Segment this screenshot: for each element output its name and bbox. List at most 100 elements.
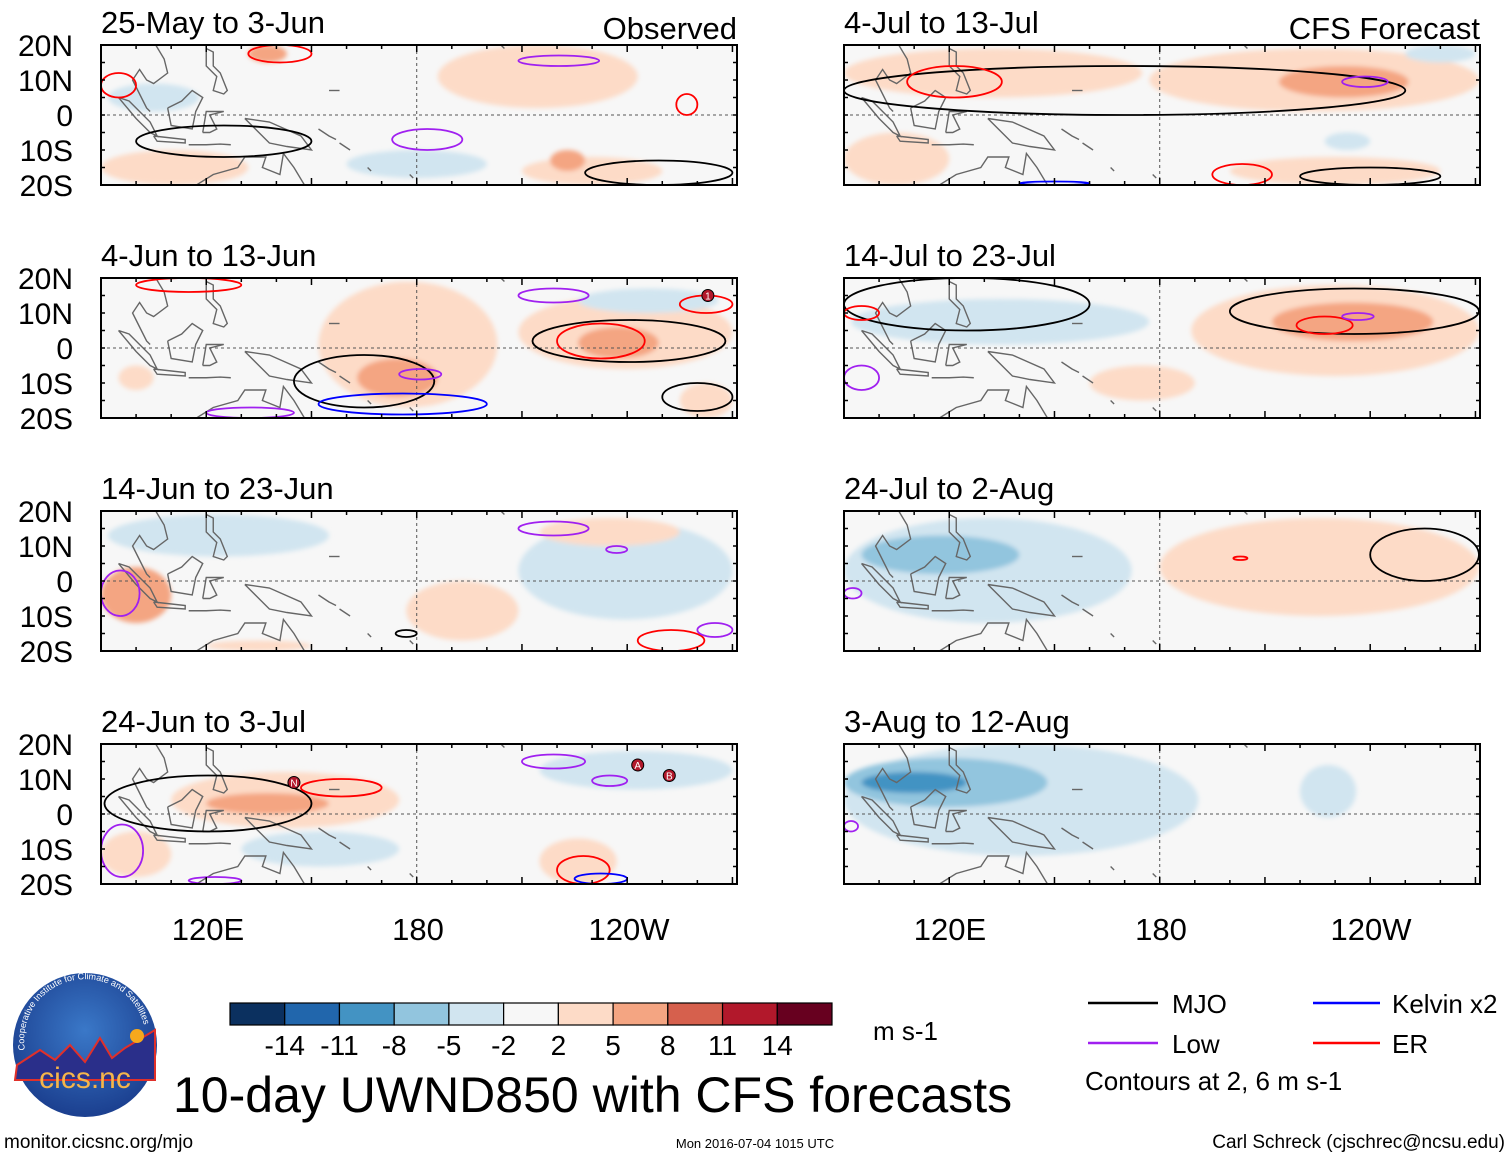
coastline bbox=[339, 375, 351, 384]
lon-label: 120E bbox=[914, 912, 986, 947]
mjo-contour bbox=[135, 124, 313, 158]
coastline bbox=[339, 841, 351, 850]
coastline bbox=[318, 594, 337, 607]
coastline bbox=[318, 827, 337, 840]
wind-anomaly-shading bbox=[539, 838, 617, 884]
wind-anomaly-shading bbox=[118, 365, 154, 390]
lon-label: 180 bbox=[392, 912, 444, 947]
coastline bbox=[244, 583, 314, 617]
panel-title: 24-Jun to 3-Jul bbox=[101, 704, 306, 739]
coastline bbox=[188, 609, 231, 612]
coastline bbox=[1110, 400, 1115, 405]
low-contour bbox=[101, 823, 144, 878]
svg-text:cics.nc: cics.nc bbox=[39, 1062, 131, 1095]
colorbar-swatch bbox=[284, 1002, 341, 1026]
wind-anomaly-shading bbox=[406, 581, 519, 641]
map-panel-forecast: 14-Jul to 23-Jul bbox=[843, 238, 1481, 419]
coastline bbox=[1061, 827, 1080, 840]
wind-anomaly-shading bbox=[437, 45, 638, 108]
low-contour bbox=[844, 587, 863, 600]
coastline bbox=[938, 850, 1049, 884]
mjo-contour bbox=[531, 319, 727, 363]
legend-label-mjo: MJO bbox=[1172, 989, 1227, 1019]
wind-anomaly-shading bbox=[357, 358, 438, 397]
coastline bbox=[987, 117, 1057, 151]
coastline bbox=[195, 151, 306, 185]
coastline bbox=[896, 368, 929, 377]
colorbar-tick-label: -5 bbox=[436, 1030, 461, 1061]
lat-label: 10N bbox=[18, 298, 73, 331]
coastline bbox=[938, 384, 1049, 418]
lat-label: 0 bbox=[56, 100, 73, 133]
mjo-contour bbox=[844, 278, 1091, 332]
lon-label: 180 bbox=[1135, 912, 1187, 947]
coastline bbox=[244, 350, 314, 384]
storm-marker bbox=[631, 758, 645, 772]
cicsnc-logo: Cooperative Institute for Climate and Sa… bbox=[13, 971, 157, 1117]
coastline bbox=[1082, 375, 1094, 384]
coastline bbox=[1061, 128, 1080, 141]
mjo-contour bbox=[1228, 287, 1480, 335]
coastline bbox=[118, 744, 169, 811]
lat-label: 20S bbox=[20, 636, 73, 669]
low-contour bbox=[517, 520, 590, 537]
lat-label: 20N bbox=[18, 729, 73, 762]
coastline bbox=[195, 384, 306, 418]
colorbar-swatch bbox=[612, 1002, 669, 1026]
storm-marker-label: N bbox=[290, 779, 297, 790]
lat-label: 20S bbox=[20, 170, 73, 203]
lat-label: 10N bbox=[18, 764, 73, 797]
units-label: m s-1 bbox=[873, 1016, 938, 1046]
coastline bbox=[1110, 866, 1115, 871]
coastline bbox=[1110, 633, 1115, 638]
footer-author: Carl Schreck (cjschrec@ncsu.edu) bbox=[1212, 1132, 1505, 1153]
er-contour bbox=[247, 45, 313, 64]
coastline bbox=[205, 513, 229, 561]
wind-anomaly-shading bbox=[346, 150, 487, 178]
coastline bbox=[166, 89, 204, 130]
wind-anomaly-shading bbox=[108, 514, 330, 557]
colorbar-swatch bbox=[448, 1002, 505, 1026]
mjo-contour bbox=[844, 65, 1407, 116]
er-contour bbox=[556, 322, 646, 360]
wind-anomaly-shading bbox=[851, 299, 1150, 345]
panel-title: 14-Jun to 23-Jun bbox=[101, 471, 334, 506]
coastline bbox=[1082, 841, 1094, 850]
low-contour bbox=[521, 753, 587, 770]
wind-anomaly-shading bbox=[1278, 66, 1409, 98]
coastline bbox=[195, 850, 306, 884]
wind-anomaly-shading bbox=[550, 150, 586, 171]
colorbar-tick-label: 2 bbox=[551, 1030, 567, 1061]
mjo-contour bbox=[293, 354, 436, 409]
lon-axis-labels-observed: 120E 180 120W bbox=[172, 912, 670, 947]
contour-legend: MJO Kelvin x2 Low ER Contours at 2, 6 m … bbox=[1085, 989, 1498, 1096]
wind-anomaly-shading bbox=[679, 383, 733, 418]
colorbar-tick-label: 11 bbox=[708, 1030, 737, 1061]
low-contour bbox=[1341, 75, 1389, 88]
forecast-label: CFS Forecast bbox=[1289, 11, 1481, 46]
lat-label: 20N bbox=[18, 30, 73, 63]
figure-title: 10-day UWND850 with CFS forecasts bbox=[173, 1067, 1012, 1123]
map-panel-forecast: 4-Jul to 13-Jul CFS Forecast bbox=[843, 5, 1481, 186]
coastline bbox=[861, 278, 912, 345]
er-contour bbox=[1232, 555, 1249, 561]
storm-marker bbox=[701, 289, 715, 302]
lon-label: 120W bbox=[589, 912, 671, 947]
wind-anomaly-shading bbox=[248, 45, 287, 63]
wind-anomaly-shading bbox=[101, 150, 249, 185]
wind-anomaly-shading bbox=[206, 793, 330, 814]
wind-anomaly-shading bbox=[539, 518, 680, 546]
colorbar-swatch bbox=[393, 1002, 450, 1026]
coastline bbox=[1152, 174, 1157, 179]
wind-anomaly-shading bbox=[108, 83, 200, 112]
coastline bbox=[318, 361, 337, 374]
coastline bbox=[1061, 594, 1080, 607]
er-contour bbox=[135, 278, 243, 293]
coastline bbox=[987, 583, 1057, 617]
map-panel-forecast: 24-Jul to 2-Aug bbox=[843, 471, 1481, 652]
panel-title: 24-Jul to 2-Aug bbox=[844, 471, 1054, 506]
wind-anomaly-shading bbox=[1405, 45, 1476, 63]
wind-anomaly-shading bbox=[578, 288, 719, 313]
